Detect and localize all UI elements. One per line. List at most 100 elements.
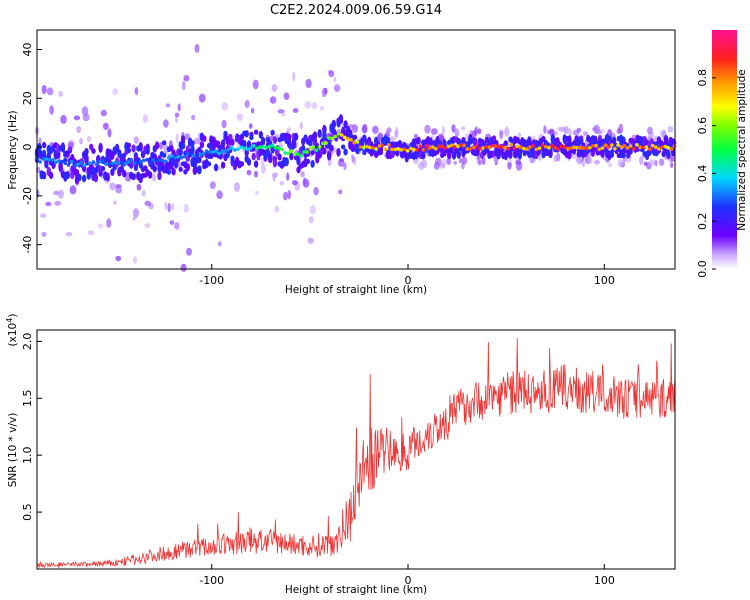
- spectrogram-speckle: [183, 203, 189, 214]
- spectrogram-peak-cell: [283, 151, 287, 155]
- snr-x-label: Height of straight line (km): [285, 584, 427, 596]
- spectrogram-peak-cell: [251, 144, 256, 148]
- spectrogram-speckle: [41, 231, 47, 237]
- spectrogram-speckle: [171, 203, 175, 211]
- spectrogram-speckle: [670, 162, 674, 169]
- spectrogram-peak-cell: [500, 145, 504, 149]
- spectrogram-peak-cell: [481, 146, 485, 150]
- spectrogram-peak-cell: [537, 146, 542, 150]
- colorbar-ticks: 0.0 0.2 0.4 0.6 0.8: [696, 69, 716, 278]
- spectrogram-peak-cell: [129, 158, 133, 162]
- spectrogram-band-cell: [180, 142, 186, 150]
- spectrogram-speckle: [133, 256, 137, 264]
- spectrogram-peak-cell: [588, 145, 592, 150]
- spectrogram-peak-cell: [606, 145, 611, 150]
- spectrogram-peak-cell: [415, 148, 419, 152]
- spectrogram-peak-cell: [226, 147, 231, 152]
- spectrogram-speckle: [115, 255, 122, 262]
- spectrogram-band-cell: [249, 135, 254, 141]
- spectrogram-peak-cell: [484, 144, 489, 149]
- spectrogram-peak-cell: [50, 158, 55, 162]
- spectrogram-peak-cell: [324, 141, 328, 145]
- spectrogram-band-cell: [246, 158, 252, 166]
- spectrogram-speckle: [113, 200, 117, 205]
- spectrogram-peak-cell: [660, 145, 664, 149]
- spectrogram-speckle: [281, 112, 286, 117]
- spectrogram-band-cell: [41, 141, 47, 149]
- spectrogram-peak-cell: [610, 143, 614, 147]
- spectrogram-band-cell: [277, 153, 282, 161]
- spectrogram-band-cell: [171, 168, 176, 176]
- spectrogram-band-cell: [341, 144, 346, 150]
- spectrogram-peak-cell: [490, 143, 495, 148]
- spectrogram-band-cell: [147, 171, 153, 179]
- spectrogram-peak-cell: [107, 162, 111, 166]
- spectrogram-peak-cell: [248, 146, 253, 150]
- colorbar-gradient: [712, 30, 737, 269]
- spectrogram-peak-cell: [289, 149, 294, 153]
- spectrogram-speckle: [193, 137, 201, 145]
- spectrogram-band-cell: [293, 134, 299, 140]
- spectrogram-band-cell: [322, 130, 327, 141]
- spectrogram-peak-cell: [135, 161, 140, 165]
- spectrogram-band-cell: [84, 153, 89, 164]
- spectrogram-band-cell: [385, 136, 391, 144]
- snr-scale-label: (x104): [5, 314, 19, 347]
- spectrogram-peak-cell: [515, 144, 520, 149]
- spectrogram-peak-cell: [132, 161, 137, 166]
- spectrogram-band-cell: [611, 136, 617, 145]
- spectrogram-peak-cell: [66, 163, 71, 167]
- spectrogram-panel: -100 0 100 -40 -20 0 20 40 Height of straight …: [7, 29, 677, 296]
- spectrogram-peak-cell: [189, 152, 193, 157]
- spectrogram-speckle: [164, 201, 168, 210]
- spectrogram-peak-cell: [245, 147, 250, 152]
- spectrogram-peak-cell: [355, 140, 360, 144]
- spectrogram-band-cell: [343, 148, 348, 156]
- snr-x-tick-label: 0: [405, 574, 412, 587]
- spectrogram-band-cell: [270, 129, 275, 136]
- spectrogram-peak-cell: [462, 143, 467, 147]
- spectrogram-speckle: [97, 223, 104, 229]
- spectrogram-peak-cell: [474, 144, 479, 148]
- spectrogram-speckle: [137, 184, 142, 191]
- spectrogram-peak-cell: [116, 161, 121, 166]
- spectrogram-speckle: [320, 106, 324, 111]
- spectrogram-peak-cell: [647, 147, 652, 151]
- spectrogram-speckle: [184, 133, 191, 140]
- spectrogram-peak-cell: [632, 146, 636, 151]
- colorbar-tick-label: 0.6: [696, 117, 709, 135]
- spectrogram-peak-cell: [380, 143, 385, 148]
- spectrogram-speckle: [46, 87, 54, 96]
- spectrogram-peak-cell: [79, 160, 83, 165]
- spectrogram-speckle: [152, 172, 156, 182]
- spectrogram-speckle: [461, 126, 466, 131]
- spectrogram-band-cell: [67, 146, 73, 152]
- spectrogram-band-cell: [228, 133, 233, 140]
- spectrogram-band-cell: [98, 170, 103, 177]
- spectrogram-band-cell: [312, 131, 318, 141]
- spectrogram-speckle: [648, 159, 656, 166]
- spectrogram-peak-cell: [654, 145, 658, 149]
- spectrogram-peak-cell: [638, 145, 642, 150]
- spectrogram-peak-cell: [431, 145, 435, 149]
- spectrogram-speckle: [362, 123, 368, 134]
- colorbar-tick-label: 0.0: [696, 260, 709, 278]
- spectrogram-speckle: [103, 122, 109, 130]
- spectrogram-band-cell: [131, 144, 136, 153]
- spectrogram-band-cell: [157, 171, 162, 181]
- spectrogram-band-cell: [44, 160, 49, 169]
- spectrogram-peak-cell: [352, 140, 357, 145]
- spectrogram-speckle: [269, 96, 277, 104]
- spectrogram-speckle: [324, 87, 328, 95]
- spectrogram-band-cell: [260, 136, 266, 146]
- spectrogram-peak-cell: [496, 144, 501, 149]
- spectrogram-speckle: [458, 157, 462, 164]
- spectrogram-peak-cell: [69, 159, 74, 164]
- spectrogram-peak-cell: [569, 146, 573, 150]
- spectrogram-peak-cell: [173, 155, 177, 160]
- spectrogram-speckle: [546, 129, 552, 134]
- spectrogram-peak-cell: [603, 143, 608, 147]
- spectrogram-speckle: [307, 237, 314, 244]
- spectrogram-peak-cell: [94, 162, 99, 167]
- spectrogram-peak-cell: [528, 145, 532, 149]
